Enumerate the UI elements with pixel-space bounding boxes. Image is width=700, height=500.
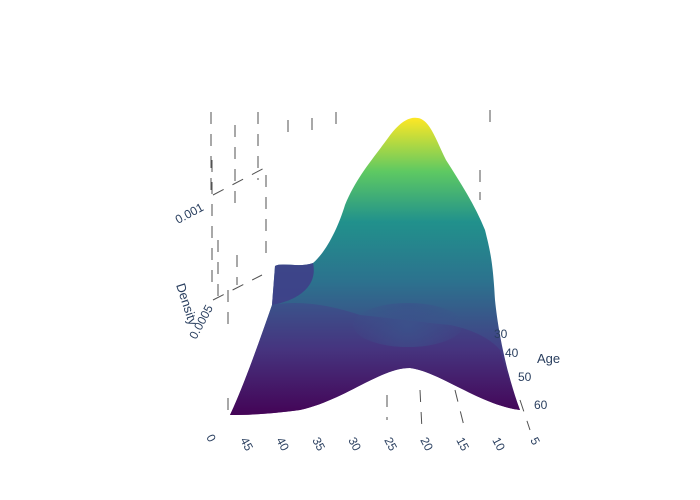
y-tick-50: 50 [518, 370, 532, 384]
x-tick-0: 0 [203, 432, 219, 445]
y-axis: Age 30 40 50 60 [494, 327, 560, 412]
x-axis: 0 45 40 35 30 25 20 15 10 5 [203, 432, 543, 454]
surface-bump [353, 303, 463, 347]
y-tick-30: 30 [494, 327, 508, 341]
x-tick-25: 25 [381, 435, 400, 454]
z-axis: 0.001 0.0005 Density [173, 200, 216, 341]
y-tick-60: 60 [534, 398, 548, 412]
x-tick-15: 15 [453, 435, 472, 454]
x-tick-10: 10 [489, 435, 508, 454]
z-tick-0.001: 0.001 [173, 200, 206, 227]
x-tick-40: 40 [273, 435, 292, 454]
y-tick-40: 40 [505, 346, 519, 360]
x-tick-5: 5 [527, 435, 543, 448]
grid-lines [210, 110, 531, 431]
x-tick-35: 35 [309, 435, 328, 454]
x-tick-30: 30 [345, 435, 364, 454]
surface-shoulder [272, 263, 314, 305]
density-surface[interactable] [230, 117, 520, 416]
z-axis-title: Density [173, 281, 201, 327]
x-tick-20: 20 [417, 435, 436, 454]
y-axis-title: Age [537, 351, 560, 366]
x-tick-45: 45 [237, 435, 256, 454]
